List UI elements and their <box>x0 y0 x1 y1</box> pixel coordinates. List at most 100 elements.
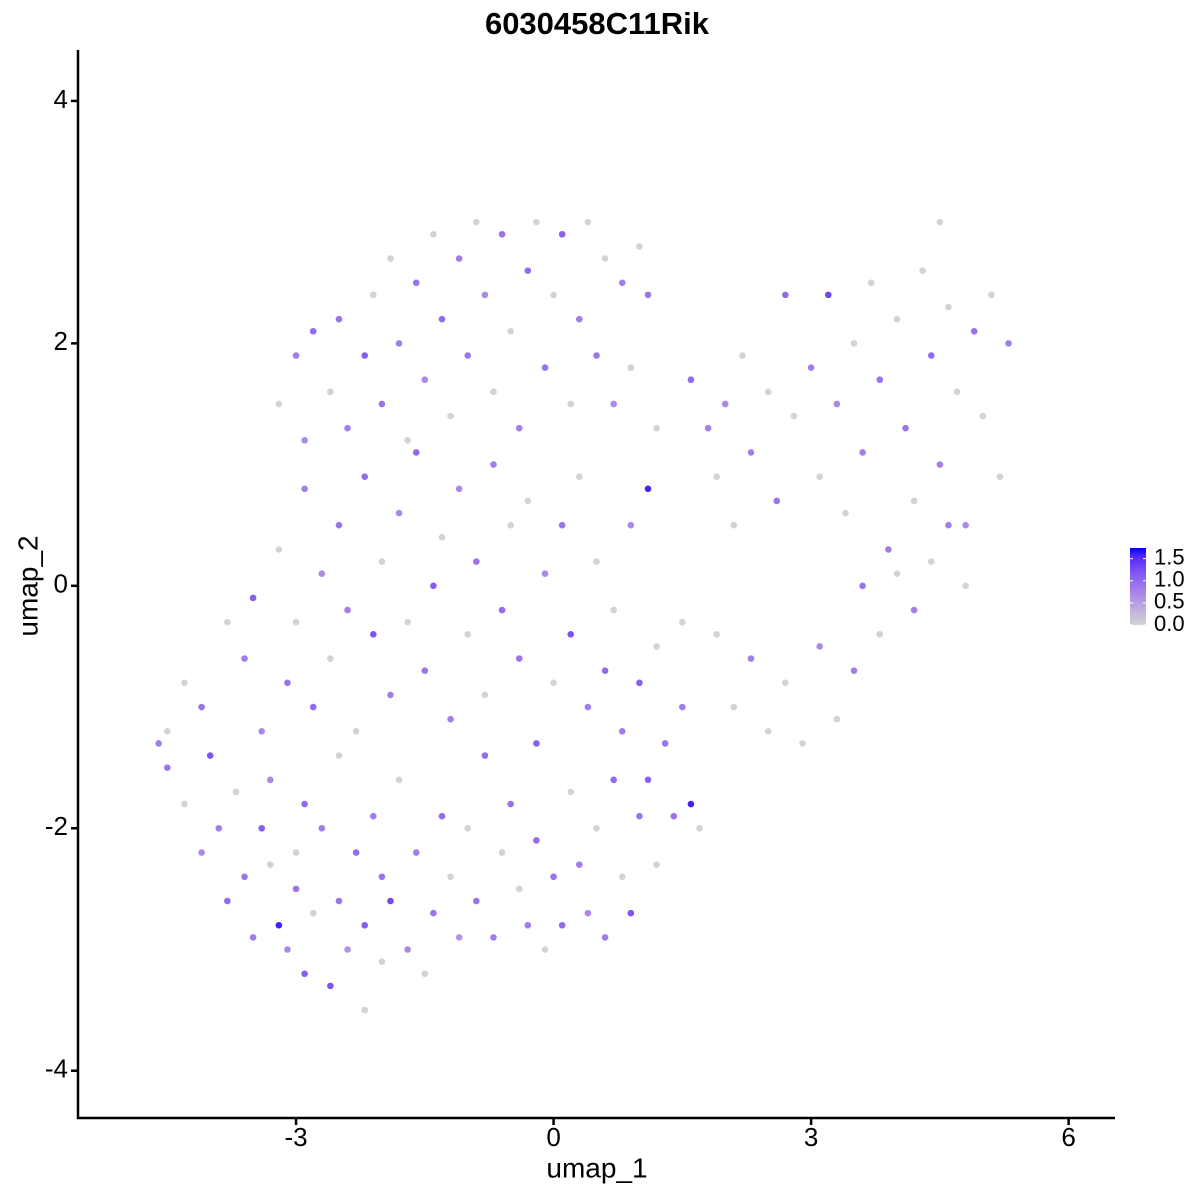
point <box>206 752 214 759</box>
point <box>601 255 609 262</box>
point <box>464 352 472 359</box>
point <box>730 521 738 529</box>
point <box>438 315 446 323</box>
point <box>653 643 660 650</box>
point <box>867 279 875 287</box>
point <box>430 230 437 238</box>
point <box>644 485 652 493</box>
point <box>224 618 231 626</box>
point <box>636 679 643 687</box>
point <box>395 509 403 517</box>
point <box>567 631 575 638</box>
point <box>567 400 575 408</box>
point <box>721 400 729 408</box>
x-tick-label: 0 <box>546 1122 560 1152</box>
point <box>962 582 969 590</box>
point <box>945 521 952 529</box>
point <box>730 703 738 711</box>
point <box>301 485 308 493</box>
point <box>473 897 480 905</box>
point <box>936 461 944 468</box>
point <box>284 946 291 953</box>
point <box>430 582 437 590</box>
point <box>816 473 823 481</box>
point <box>309 909 317 917</box>
colorbar-label: 0.0 <box>1154 611 1185 636</box>
point <box>644 776 652 784</box>
point <box>361 1006 369 1014</box>
point <box>679 618 686 626</box>
point <box>524 497 532 505</box>
point <box>232 788 240 796</box>
point <box>558 921 566 929</box>
point <box>627 521 635 529</box>
point <box>927 558 935 565</box>
point <box>661 740 669 747</box>
point <box>249 934 257 941</box>
point <box>764 388 772 396</box>
point <box>790 412 798 420</box>
point <box>224 897 231 905</box>
point <box>447 873 454 881</box>
point <box>344 606 351 614</box>
point <box>455 255 463 262</box>
point <box>181 800 188 808</box>
point <box>636 243 643 250</box>
point <box>266 861 274 868</box>
point <box>404 946 411 953</box>
point <box>782 679 789 687</box>
point <box>747 449 755 456</box>
point <box>198 703 205 711</box>
point <box>284 679 291 687</box>
y-axis-title: umap_2 <box>12 535 43 636</box>
point <box>533 218 540 226</box>
point <box>636 812 643 820</box>
point <box>593 824 600 832</box>
point <box>395 776 403 784</box>
point <box>490 934 497 941</box>
point <box>764 727 772 735</box>
point <box>550 291 557 299</box>
point <box>618 727 626 735</box>
point <box>850 340 858 347</box>
point <box>773 497 781 505</box>
point <box>395 340 403 347</box>
point <box>601 667 609 674</box>
point <box>421 376 429 384</box>
point <box>344 424 351 432</box>
point <box>344 946 351 953</box>
point <box>447 715 454 723</box>
point <box>412 849 420 856</box>
point <box>515 885 523 893</box>
point <box>318 570 326 577</box>
point <box>696 824 703 832</box>
point <box>490 388 497 396</box>
point <box>567 788 575 796</box>
point <box>473 218 480 226</box>
point <box>412 449 420 456</box>
point <box>859 582 866 590</box>
point <box>404 618 411 626</box>
point <box>378 958 386 965</box>
point <box>953 388 961 396</box>
point <box>550 873 557 881</box>
point <box>155 740 162 747</box>
point <box>910 606 918 614</box>
point <box>515 655 523 662</box>
point <box>576 315 583 323</box>
point <box>421 970 429 978</box>
point <box>610 606 617 614</box>
point <box>885 546 892 553</box>
point <box>215 824 223 832</box>
point <box>541 364 549 371</box>
point <box>387 255 394 262</box>
point <box>833 715 841 723</box>
point <box>945 303 952 311</box>
point <box>833 400 841 408</box>
point <box>378 558 386 565</box>
point <box>687 800 695 808</box>
point <box>507 521 514 529</box>
point <box>309 703 317 711</box>
point <box>292 849 300 856</box>
chart-title: 6030458C11Rik <box>485 6 710 41</box>
